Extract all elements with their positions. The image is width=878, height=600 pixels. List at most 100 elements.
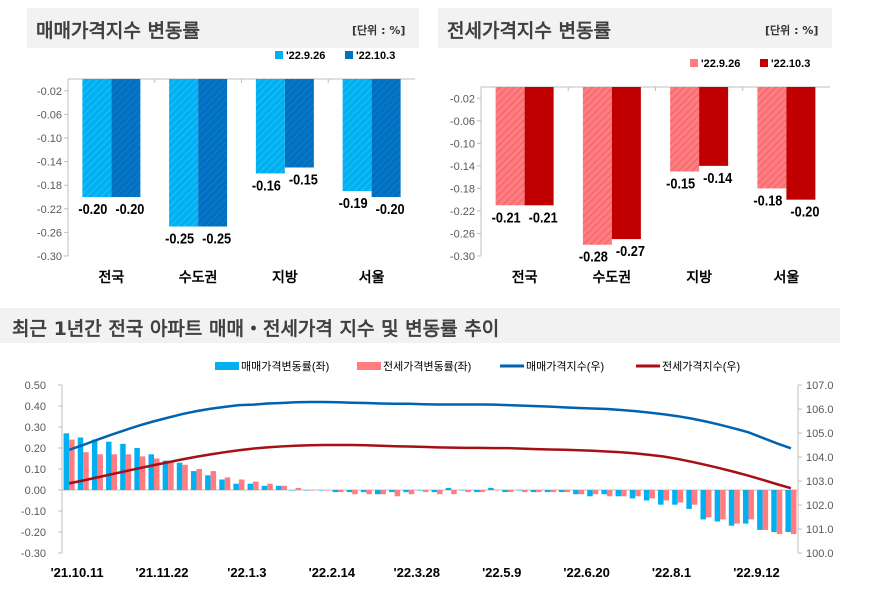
jeonse-bar [582,87,612,245]
sale-y-tick-label: -0.30 [37,251,62,263]
jeonse-legend-swatch [690,59,698,67]
jeonse-y-tick-label: -0.10 [450,138,475,150]
sale-change-bar [389,490,395,493]
jeonse-change-bar [323,490,330,491]
jeonse-y-tick-label: -0.06 [450,116,475,128]
jeonse-change-bar [536,490,542,493]
sale-change-bar [374,490,381,495]
trend-x-tick-label: '21.11.22 [136,565,189,580]
sale-change-bar [205,475,211,490]
jeonse-category-label: 서울 [773,269,799,285]
sale-change-bar [304,490,310,491]
trend-legend-swatch [357,362,381,370]
jeonse-bar [524,87,554,206]
jeonse-category-label: 전국 [512,269,538,285]
trend-right-tick-label: 102.0 [806,500,834,512]
sale-change-bar [573,490,579,495]
jeonse-unit-label: [단위 : %] [765,24,819,37]
jeonse-change-bar [295,487,302,490]
jeonse-change-bar [69,439,75,490]
jeonse-bar [786,87,816,200]
trend-left-tick-label: -0.20 [21,527,46,539]
sale-y-tick-label: -0.02 [37,86,62,98]
jeonse-bar [670,87,700,172]
jeonse-data-label: -0.20 [790,203,819,220]
jeonse-change-bar [649,490,655,499]
sale-index-line [68,400,792,451]
jeonse-change-bar [663,490,670,501]
sale-change-bar [601,490,607,495]
jeonse-change-bar [635,490,641,497]
jeonse-change-bar [564,490,570,493]
trend-right-tick-label: 107.0 [806,380,834,392]
sale-bar [342,79,372,192]
trend-x-tick-label: '21.10.11 [51,565,104,580]
jeonse-change-bar [734,490,740,524]
sale-change-bar [148,454,154,490]
jeonse-change-bar [408,490,415,495]
jeonse-data-label: -0.21 [529,208,558,225]
sale-change-bar [346,490,353,493]
sale-legend-swatch [345,51,353,59]
trend-legend-label: 전세가격변동률(좌) [383,360,471,373]
jeonse-change-bar [182,464,188,490]
jeonse-change-bar [394,490,401,497]
sale-change-bar [417,490,423,491]
sale-chart-header [27,8,419,48]
sale-change-bar [63,433,70,490]
jeonse-change-bar [352,490,358,495]
sale-category-label: 수도권 [179,269,218,285]
jeonse-y-tick-label: -0.14 [450,161,475,173]
sale-change-bar [77,437,84,490]
jeonse-change-bar [380,490,386,495]
sale-y-tick-label: -0.26 [37,227,62,239]
jeonse-change-bar [592,490,599,495]
jeonse-change-bar [465,490,471,493]
jeonse-change-bar [550,490,556,493]
jeonse-change-bar [479,490,486,493]
sale-change-bar [502,490,508,493]
jeonse-change-bar [677,490,684,503]
jeonse-change-bar [437,490,443,495]
trend-legend-label: 매매가격변동률(좌) [241,360,329,373]
sale-change-bar [459,490,466,491]
jeonse-bar [757,87,787,189]
trend-x-tick-label: '22.8.1 [652,565,691,580]
jeonse-y-tick-label: -0.26 [450,228,475,240]
jeonse-change-bar [522,490,528,493]
trend-legend-label: 전세가격지수(우) [662,360,740,373]
trend-right-tick-label: 106.0 [806,404,834,416]
jeonse-change-bar [224,477,231,490]
sale-change-bar [275,485,282,490]
trend-chart-title: 최근 1년간 전국 아파트 매매・전세가격 지수 및 변동률 추이 [12,318,500,340]
trend-x-tick-label: '22.2.14 [309,565,356,580]
sale-change-bar [742,490,749,524]
sale-data-label: -0.20 [115,200,144,217]
trend-left-tick-label: 0.20 [25,443,46,455]
sale-y-tick-label: -0.18 [37,180,62,192]
sale-change-bar [120,443,126,490]
sale-change-bar [162,460,169,490]
trend-legend-swatch [215,362,239,370]
sale-change-bar [771,490,777,532]
sale-chart-title: 매매가격지수 변동률 [36,20,200,42]
trend-left-tick-label: -0.10 [21,506,46,518]
trend-x-tick-label: '22.1.3 [227,565,266,580]
jeonse-y-tick-label: -0.22 [450,206,475,218]
sale-change-bar [261,485,268,490]
jeonse-change-bar [338,490,344,493]
sale-change-bar [233,483,239,490]
sale-change-bar [544,490,551,493]
trend-legend-label: 매매가격지수(우) [526,360,604,373]
sale-bar [111,79,141,197]
sale-y-tick-label: -0.10 [37,133,62,145]
trend-right-tick-label: 105.0 [806,428,834,440]
sale-legend-label: '22.9.26 [286,50,325,62]
sale-bar [371,79,401,197]
sale-change-bar [445,487,452,490]
sale-category-label: 전국 [98,269,124,285]
sale-change-bar [728,490,735,526]
sale-change-bar [558,490,565,493]
sale-data-label: -0.25 [202,229,231,246]
